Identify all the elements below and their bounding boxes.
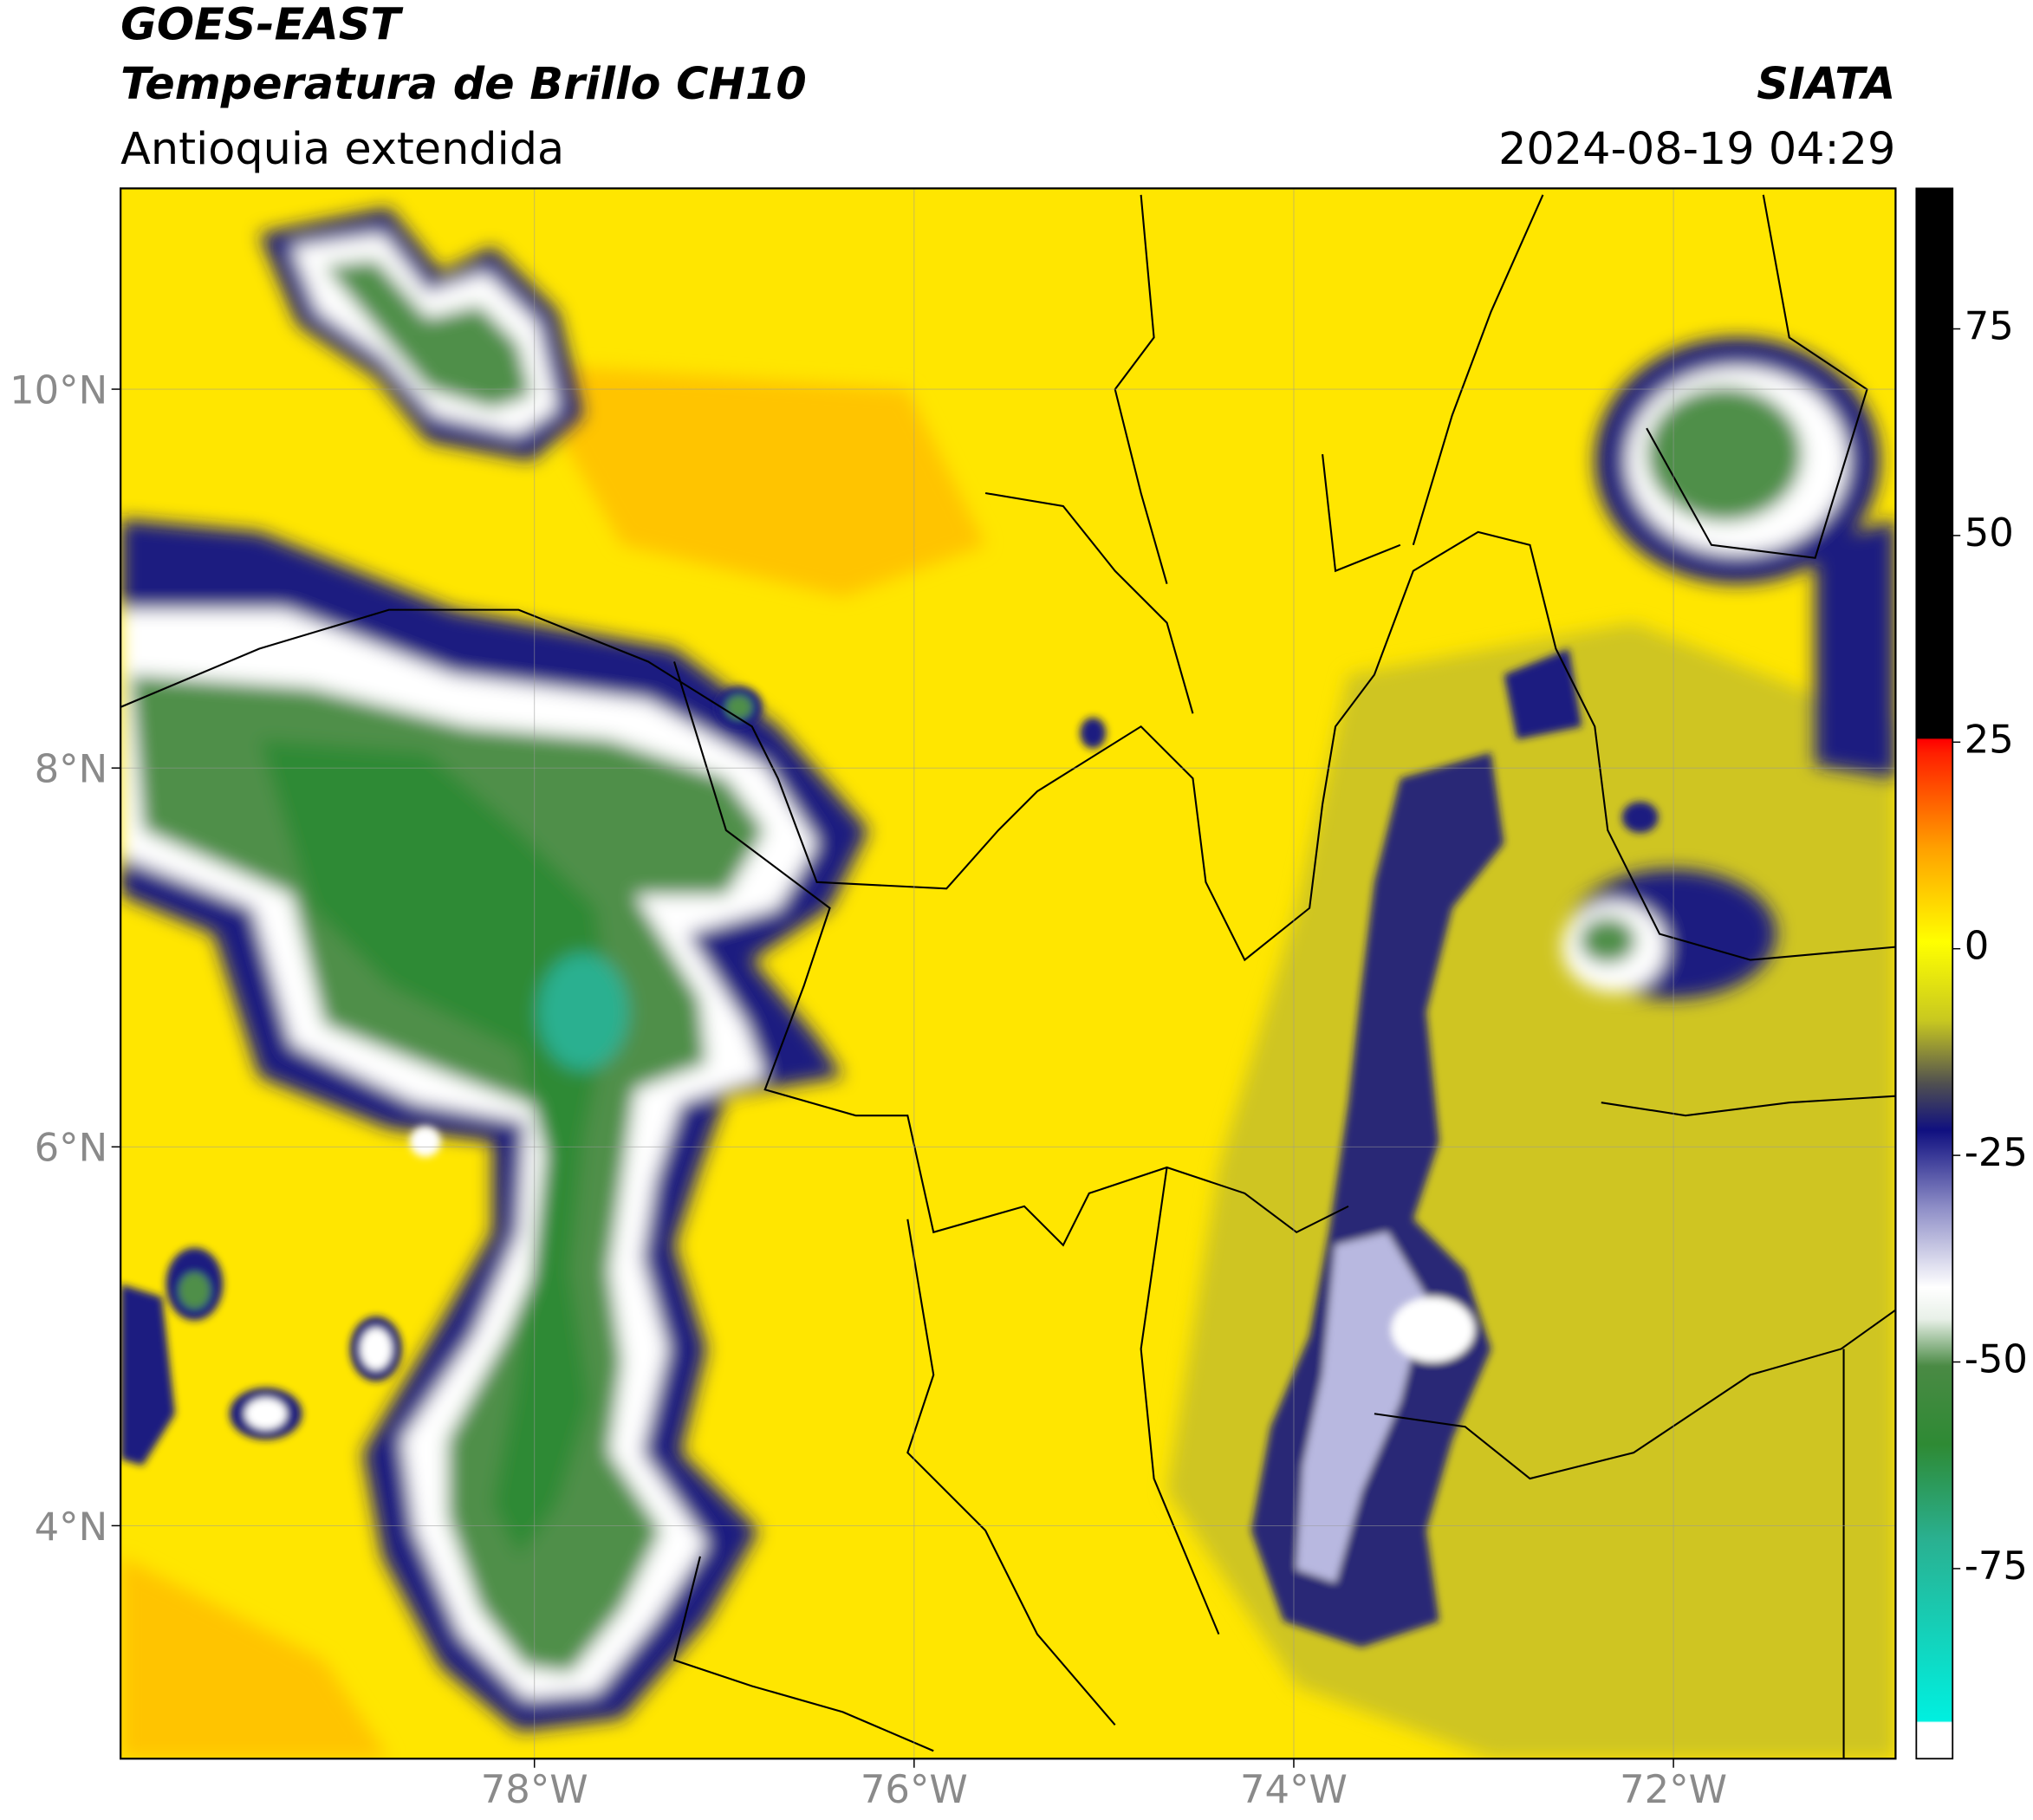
y-tick-label: 4°N — [35, 1504, 108, 1550]
cloud-northeast — [1562, 337, 1896, 999]
colorbar-tick-label: 75 — [1965, 302, 2014, 348]
x-tick-label: 76°W — [861, 1766, 968, 1812]
colorbar-tick-label: -75 — [1965, 1543, 2028, 1589]
colorbar-tick-label: 25 — [1965, 716, 2014, 762]
colorbar — [1915, 187, 1954, 1760]
region: Antioquia extendida — [120, 123, 564, 174]
small-cells — [120, 686, 1659, 1466]
subtitle: Temperatura de Brillo CH10 — [120, 58, 807, 109]
x-tick-label: 78°W — [481, 1766, 588, 1812]
x-tick-label: 74°W — [1240, 1766, 1348, 1812]
map-frame — [120, 187, 1897, 1760]
colorbar-tick-label: -50 — [1965, 1336, 2028, 1382]
cloud-north — [259, 207, 584, 461]
y-tick-label: 6°N — [35, 1125, 108, 1171]
title: GOES-EAST — [120, 0, 404, 49]
colorbar-tick-label: -25 — [1965, 1129, 2028, 1175]
cloud-west — [120, 518, 869, 1732]
colorbar-tick-label: 50 — [1965, 510, 2014, 556]
source: SIATA — [1757, 58, 1895, 109]
warm-area — [120, 363, 986, 1759]
borders — [120, 194, 1896, 1759]
y-tick-label: 10°N — [10, 367, 107, 413]
map-image — [120, 188, 1896, 1759]
y-tick-label: 8°N — [35, 746, 108, 792]
datetime: 2024-08-19 04:29 — [1498, 123, 1895, 174]
x-tick-label: 72°W — [1620, 1766, 1727, 1812]
grid — [120, 188, 1896, 1759]
colorbar-tick-label: 0 — [1965, 923, 1990, 969]
